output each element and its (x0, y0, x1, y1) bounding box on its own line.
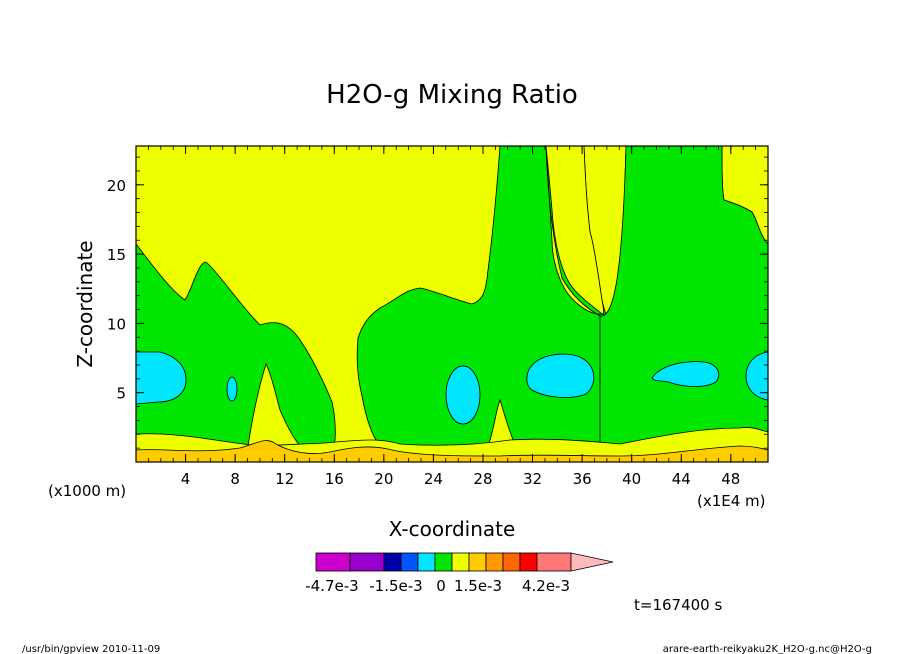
contour-orange-surface (136, 440, 768, 462)
colorbar-label: 0 (436, 577, 446, 595)
colorbar-label: -1.5e-3 (369, 577, 422, 595)
colorbar-segment (383, 552, 402, 572)
x-tick-label: 32 (523, 470, 542, 488)
contour-yellow-spike (487, 398, 517, 447)
colorbar-label: 1.5e-3 (454, 577, 502, 595)
colorbar-labels: -4.7e-3 -1.5e-3 0 1.5e-3 4.2e-3 (305, 577, 570, 595)
footer-program: /usr/bin/gpview 2010-11-09 (22, 644, 160, 654)
colorbar-segment (400, 552, 419, 572)
contour-yellow-gap (545, 146, 604, 315)
y-tick-label: 10 (107, 315, 126, 333)
y-tick-label: 15 (107, 246, 126, 264)
contour-cyan-cell-2 (226, 376, 238, 402)
footer-source: arare-earth-reikyaku2K_H2O-g.nc@H2O-g (663, 644, 872, 654)
y-tick-labels: 5 10 15 20 (107, 177, 126, 403)
x-tick-label: 40 (622, 470, 641, 488)
x-tick-label: 4 (181, 470, 191, 488)
x-tick-label: 28 (473, 470, 492, 488)
colorbar-arrow (570, 552, 614, 572)
colorbar-segment (434, 552, 453, 572)
x-tick-label: 24 (424, 470, 443, 488)
x-tick-label: 12 (275, 470, 294, 488)
contour-cyan-cell-6 (745, 351, 768, 401)
colorbar-segment (468, 552, 487, 572)
x-tick-label: 44 (672, 470, 691, 488)
colorbar-segment (485, 552, 504, 572)
x-tick-label: 16 (325, 470, 344, 488)
colorbar-segment (536, 552, 572, 572)
x-tick-label: 20 (374, 470, 393, 488)
contour-cyan-cell-3 (445, 365, 481, 425)
contour-yellow-wedge (247, 362, 301, 447)
contour-green-left (136, 243, 336, 462)
time-label: t=167400 s (634, 596, 722, 614)
x-axis-label: X-coordinate (389, 517, 516, 541)
y-tick-label: 20 (107, 177, 126, 195)
contour-cyan-cell-5 (651, 361, 720, 387)
colorbar-label: -4.7e-3 (305, 577, 358, 595)
x-tick-label: 36 (573, 470, 592, 488)
y-tick-label: 5 (116, 385, 126, 403)
y-scale-label: (x1000 m) (48, 482, 126, 500)
y-axis-label: Z-coordinate (73, 240, 97, 367)
colorbar-segment (502, 552, 521, 572)
x-tick-labels: 4 8 12 16 20 24 28 32 36 40 44 48 (181, 470, 741, 488)
plot-area (136, 146, 768, 462)
major-ticks (136, 146, 768, 462)
contour-cyan-cell-4 (526, 353, 595, 398)
x-scale-label: (x1E4 m) (697, 492, 766, 510)
colorbar-segment (349, 552, 385, 572)
plot-frame (135, 145, 769, 463)
colorbar-segment (519, 552, 538, 572)
colorbar-label: 4.2e-3 (522, 577, 570, 595)
colorbar (315, 552, 614, 572)
colorbar-segment (315, 552, 351, 572)
colorbar-segment (417, 552, 436, 572)
contour-cyan-cell-1 (136, 351, 187, 405)
chart-title: H2O-g Mixing Ratio (326, 80, 578, 110)
contour-green-column (599, 146, 768, 447)
colorbar-segment (451, 552, 470, 572)
x-tick-label: 48 (721, 470, 740, 488)
x-tick-label: 8 (230, 470, 240, 488)
